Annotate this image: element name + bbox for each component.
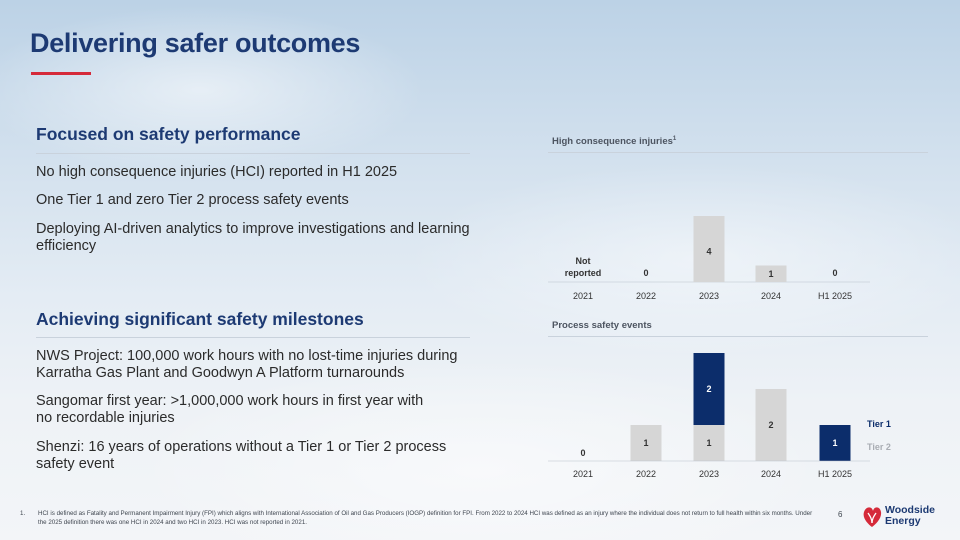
section-divider <box>36 153 470 154</box>
bar-2023 <box>693 216 725 282</box>
bar-tier2-2022 <box>630 425 662 461</box>
x-tick-label: 2023 <box>699 291 719 301</box>
bar-tier2-2023 <box>693 425 725 461</box>
section-heading-milestones: Achieving significant safety milestones <box>36 309 364 329</box>
bullet-shenzi-line1: Shenzi: 16 years of operations without a… <box>36 439 447 455</box>
data-label-tier2: 2 <box>768 420 773 430</box>
bar-2024 <box>755 265 787 282</box>
bullet-ai-analytics-line1: Deploying AI-driven analytics to improve… <box>36 221 470 237</box>
x-tick-label: 2021 <box>573 469 593 479</box>
x-tick-label: 2022 <box>636 469 656 479</box>
bar-tier1-2023 <box>693 353 725 425</box>
section-heading-safety-performance: Focused on safety performance <box>36 124 301 144</box>
logo-text-woodside: Woodside <box>885 504 935 516</box>
bullet-shenzi-line2: safety event <box>36 456 115 472</box>
x-tick-label: 2023 <box>699 469 719 479</box>
data-label: 1 <box>768 269 773 279</box>
chart-high-consequence-injuries: Not reported 2021 0 2022 4 2023 1 2024 0 H1 2025 <box>548 216 870 301</box>
chart-title-process-safety: Process safety events <box>552 320 652 331</box>
chart-title-hci: High consequence injuries1 <box>552 136 677 147</box>
page-number: 6 <box>838 510 843 519</box>
bullet-ai-analytics-line2: efficiency <box>36 238 97 254</box>
bullet-nws-line1: NWS Project: 100,000 work hours with no … <box>36 348 458 364</box>
x-tick-label: 2024 <box>761 469 781 479</box>
data-label-tier1: 1 <box>832 438 837 448</box>
chart-divider <box>548 336 928 337</box>
legend-tier2: Tier 2 <box>867 442 891 452</box>
data-label-zero: 0 <box>580 448 585 458</box>
x-tick-label: 2022 <box>636 291 656 301</box>
x-tick-label: H1 2025 <box>818 291 852 301</box>
woodside-logo-icon <box>863 507 882 527</box>
legend-tier1: Tier 1 <box>867 419 891 429</box>
data-label: 4 <box>706 247 711 257</box>
logo-text-energy: Energy <box>885 515 921 527</box>
data-label-not-reported-line1: Not <box>576 256 591 266</box>
footnote-text: HCI is defined as Fatality and Permanent… <box>38 510 813 526</box>
chart-process-safety-events: 0 2021 1 2022 1 2 2023 2 2024 1 H1 2025 Tier 1 Tier … <box>548 353 891 479</box>
data-label-tier2: 1 <box>706 438 711 448</box>
x-tick-label: 2021 <box>573 291 593 301</box>
footnote-number: 1. <box>20 510 26 517</box>
data-label-not-reported-line2: reported <box>565 268 602 278</box>
bullet-nws-line2: Karratha Gas Plant and Goodwyn A Platfor… <box>36 365 405 381</box>
x-tick-label: H1 2025 <box>818 469 852 479</box>
bar-tier1-H1 2025 <box>819 425 851 461</box>
data-label-tier2: 1 <box>643 438 648 448</box>
bullet-sangomar-line2: no recordable injuries <box>36 410 175 426</box>
section-divider <box>36 337 470 338</box>
bullet-process-safety: One Tier 1 and zero Tier 2 process safet… <box>36 192 349 208</box>
title-underline <box>31 72 91 75</box>
data-label: 0 <box>643 268 648 278</box>
page-title: Delivering safer outcomes <box>30 28 361 58</box>
data-label: 0 <box>832 268 837 278</box>
x-tick-label: 2024 <box>761 291 781 301</box>
data-label-tier1: 2 <box>706 384 711 394</box>
bullet-hci: No high consequence injuries (HCI) repor… <box>36 164 398 180</box>
bullet-sangomar-line1: Sangomar first year: >1,000,000 work hou… <box>36 393 424 409</box>
chart-divider <box>548 152 928 153</box>
bar-tier2-2024 <box>755 389 787 461</box>
